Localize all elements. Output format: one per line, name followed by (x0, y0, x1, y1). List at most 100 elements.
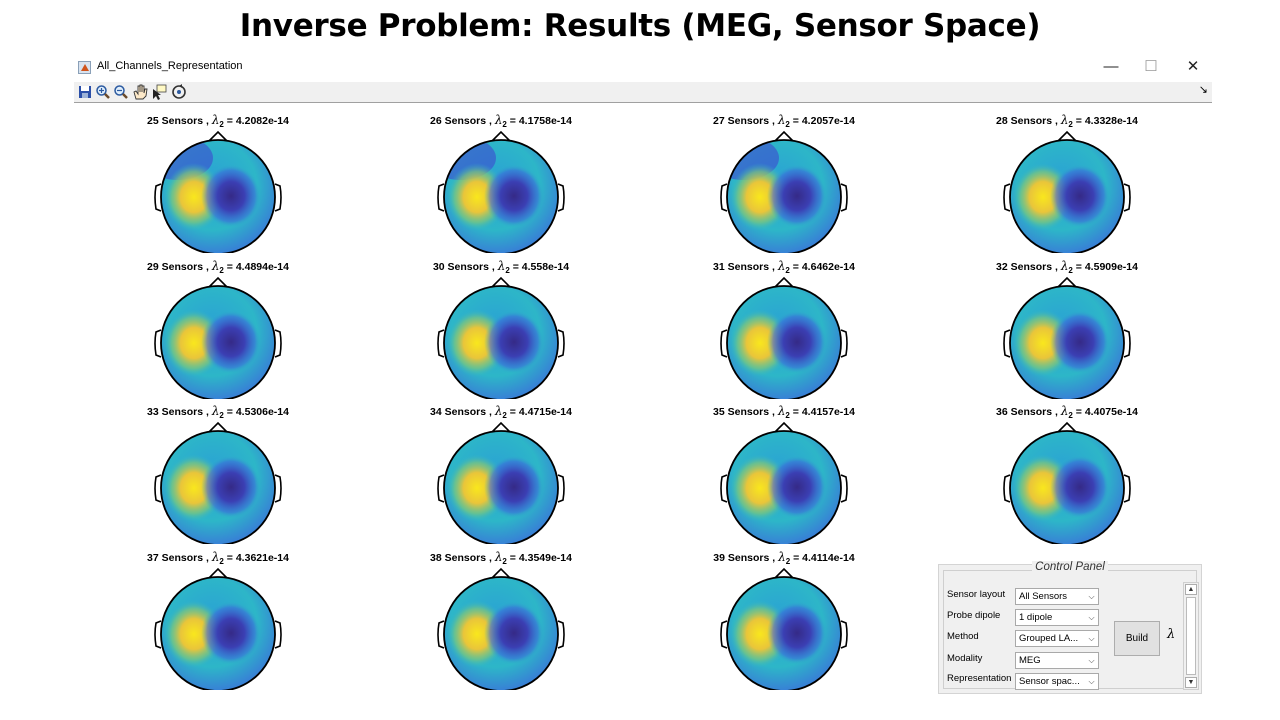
nose-shape (773, 130, 795, 143)
topomap-plot: 32 Sensors , λ2 = 4.5909e-14 (967, 259, 1167, 399)
lambda-symbol: λ (494, 404, 503, 418)
plot-title: 33 Sensors , λ2 = 4.5306e-14 (118, 404, 318, 420)
right-ear-shape (557, 619, 565, 649)
left-ear-shape (720, 474, 728, 503)
topomap-plot: 29 Sensors , λ2 = 4.4894e-14 (118, 259, 318, 399)
lambda-symbol: λ (494, 549, 503, 564)
zoom-in-icon[interactable] (94, 83, 112, 101)
plot-sensor-count: 31 Sensors , (713, 260, 778, 273)
close-button[interactable]: ✕ (1186, 58, 1200, 75)
figure-axes-area: 25 Sensors , λ2 = 4.2082e-14 26 Sensors ,… (74, 103, 1212, 708)
sensor-layout-label: Sensor layout (947, 589, 1006, 600)
head-topomap (720, 130, 848, 253)
right-ear-shape (557, 474, 565, 503)
left-ear-shape (437, 474, 445, 503)
sensor-layout-dropdown[interactable]: All Sensors ⌵ (1015, 588, 1099, 605)
nose-shape (207, 276, 229, 289)
head-topomap (437, 567, 565, 690)
lambda-symbol: λ (211, 404, 220, 418)
right-ear-shape (840, 328, 848, 358)
plot-sensor-count: 26 Sensors , (430, 115, 495, 127)
left-ear-shape (1003, 183, 1011, 212)
plot-sensor-count: 30 Sensors , (432, 260, 498, 273)
lambda-symbol: λ (494, 113, 503, 127)
nose-shape (490, 130, 512, 143)
left-ear-shape (437, 619, 445, 649)
data-cursor-icon[interactable] (150, 83, 168, 101)
plot-sensor-count: 34 Sensors , (430, 406, 495, 418)
plot-sensor-count: 32 Sensors , (996, 260, 1061, 273)
plot-lambda-value: = 4.4114e-14 (790, 551, 855, 564)
modality-dropdown[interactable]: MEG ⌵ (1015, 652, 1099, 669)
lambda-symbol: λ (211, 549, 220, 564)
right-ear-shape (1123, 474, 1131, 503)
nose-shape (207, 130, 229, 143)
dock-arrow-icon[interactable]: ↘ (1198, 84, 1208, 96)
left-ear-shape (154, 328, 162, 358)
plot-lambda-value: = 4.1758e-14 (506, 115, 572, 127)
plot-sensor-count: 25 Sensors , (147, 115, 212, 127)
left-ear-shape (720, 619, 728, 649)
plot-lambda-value: = 4.4075e-14 (1072, 406, 1138, 418)
right-ear-shape (840, 183, 848, 212)
plot-sensor-count: 29 Sensors , (147, 260, 212, 273)
control-panel-title: Control Panel (1032, 561, 1108, 573)
figure-window: All_Channels_Representation — ☐ ✕ ↘ 25 S… (70, 54, 1216, 708)
head-topomap (154, 421, 282, 544)
pan-hand-icon[interactable] (131, 83, 149, 101)
plot-sensor-count: 33 Sensors , (147, 406, 212, 418)
nose-shape (1056, 276, 1078, 289)
maximize-button[interactable]: ☐ (1144, 58, 1158, 75)
topomap-plot: 30 Sensors , λ2 = 4.558e-14 (401, 259, 601, 399)
rotate-icon[interactable] (170, 83, 188, 101)
plot-lambda-value: = 4.5306e-14 (223, 406, 289, 418)
probe-dipole-dropdown[interactable]: 1 dipole ⌵ (1015, 609, 1099, 626)
plot-lambda-value: = 4.4715e-14 (506, 406, 572, 418)
plot-lambda-value: = 4.6462e-14 (789, 260, 855, 273)
topomap-plot: 35 Sensors , λ2 = 4.4157e-14 (684, 404, 884, 544)
window-title: All_Channels_Representation (97, 60, 243, 72)
representation-label: Representation (947, 673, 1012, 684)
plot-title: 29 Sensors , λ2 = 4.4894e-14 (118, 259, 318, 275)
left-ear-shape (1003, 328, 1011, 358)
lambda-subscript: 2 (505, 265, 510, 275)
figure-toolbar: ↘ (74, 82, 1212, 102)
nose-shape (773, 421, 795, 434)
lambda-subscript: 2 (785, 120, 790, 130)
head-topomap (1003, 276, 1131, 399)
representation-dropdown[interactable]: Sensor spac... ⌵ (1015, 673, 1099, 690)
lambda-symbol: λ (778, 549, 786, 564)
plot-title: 37 Sensors , λ2 = 4.3621e-14 (118, 550, 318, 566)
minimize-button[interactable]: — (1103, 58, 1119, 75)
lambda-scrollbar[interactable]: ▲ ▼ (1183, 582, 1199, 690)
plot-title: 38 Sensors , λ2 = 4.3549e-14 (401, 550, 601, 566)
modality-value: MEG (1019, 655, 1041, 666)
plot-sensor-count: 28 Sensors , (996, 115, 1061, 127)
right-ear-shape (840, 619, 848, 649)
control-panel: Control Panel Sensor layout All Sensors … (938, 561, 1202, 694)
lambda-subscript: 2 (219, 556, 224, 566)
plot-title: 36 Sensors , λ2 = 4.4075e-14 (967, 404, 1167, 420)
lambda-subscript: 2 (502, 411, 507, 421)
scrollbar-track[interactable] (1186, 597, 1196, 675)
method-value: Grouped LA... (1019, 633, 1079, 644)
scroll-up-arrow-icon[interactable]: ▲ (1185, 584, 1197, 595)
scroll-down-arrow-icon[interactable]: ▼ (1185, 677, 1197, 688)
chevron-down-icon: ⌵ (1088, 677, 1095, 686)
matlab-app-icon (78, 61, 91, 74)
nose-shape (1056, 130, 1078, 143)
topomap-plot: 25 Sensors , λ2 = 4.2082e-14 (118, 113, 318, 253)
zoom-out-icon[interactable] (112, 83, 130, 101)
right-ear-shape (274, 474, 282, 503)
right-ear-shape (1123, 328, 1131, 358)
topomap-plot: 28 Sensors , λ2 = 4.3328e-14 (967, 113, 1167, 253)
method-label: Method (947, 631, 979, 642)
build-button[interactable]: Build (1114, 621, 1160, 656)
method-dropdown[interactable]: Grouped LA... ⌵ (1015, 630, 1099, 647)
right-ear-shape (557, 328, 565, 358)
left-ear-shape (154, 619, 162, 649)
save-icon[interactable] (76, 83, 94, 101)
nose-shape (490, 276, 512, 289)
plot-lambda-value: = 4.558e-14 (509, 260, 570, 273)
slide-title: Inverse Problem: Results (MEG, Sensor Sp… (239, 8, 1041, 44)
